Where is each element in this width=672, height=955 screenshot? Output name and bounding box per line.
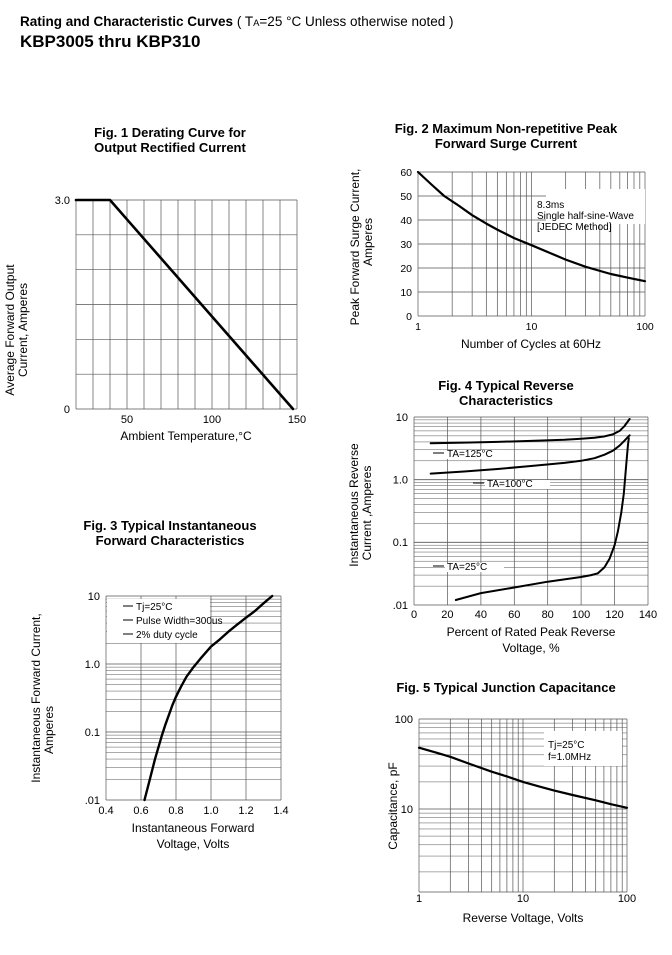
svg-text:Reverse Voltage, Volts: Reverse Voltage, Volts	[463, 911, 584, 925]
svg-text:100: 100	[395, 714, 413, 726]
svg-text:10: 10	[517, 893, 529, 905]
svg-text:100: 100	[618, 893, 636, 905]
svg-text:Capacitance, pF: Capacitance, pF	[386, 762, 400, 849]
svg-text:10: 10	[401, 804, 413, 816]
svg-text:f=1.0MHz: f=1.0MHz	[548, 752, 591, 763]
svg-text:1: 1	[416, 893, 422, 905]
svg-text:Tj=25°C: Tj=25°C	[548, 740, 585, 751]
